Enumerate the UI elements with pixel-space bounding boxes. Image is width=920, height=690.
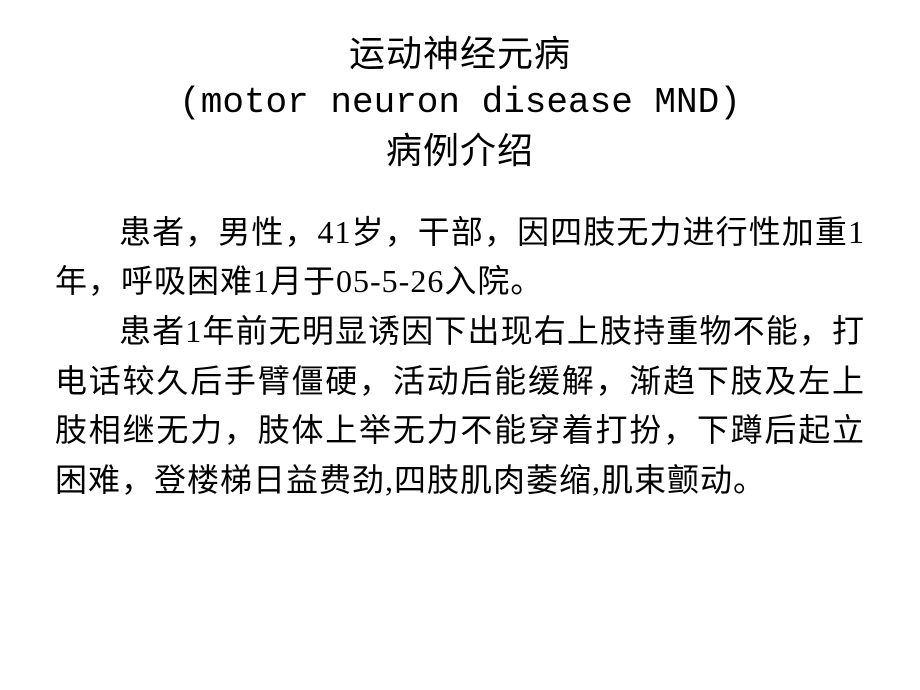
- paragraph-2: 患者1年前无明显诱因下出现右上肢持重物不能，打电话较久后手臂僵硬，活动后能缓解，…: [55, 307, 865, 505]
- paragraph-1: 患者，男性，41岁，干部，因四肢无力进行性加重1年，呼吸困难1月于05-5-26…: [55, 208, 865, 307]
- title-line-2: (motor neuron disease MND): [55, 79, 865, 128]
- body-text: 患者，男性，41岁，干部，因四肢无力进行性加重1年，呼吸困难1月于05-5-26…: [55, 208, 865, 506]
- title-block: 运动神经元病 (motor neuron disease MND) 病例介绍: [55, 30, 865, 176]
- slide-container: 运动神经元病 (motor neuron disease MND) 病例介绍 患…: [0, 0, 920, 690]
- title-line-3: 病例介绍: [55, 127, 865, 176]
- title-line-1: 运动神经元病: [55, 30, 865, 79]
